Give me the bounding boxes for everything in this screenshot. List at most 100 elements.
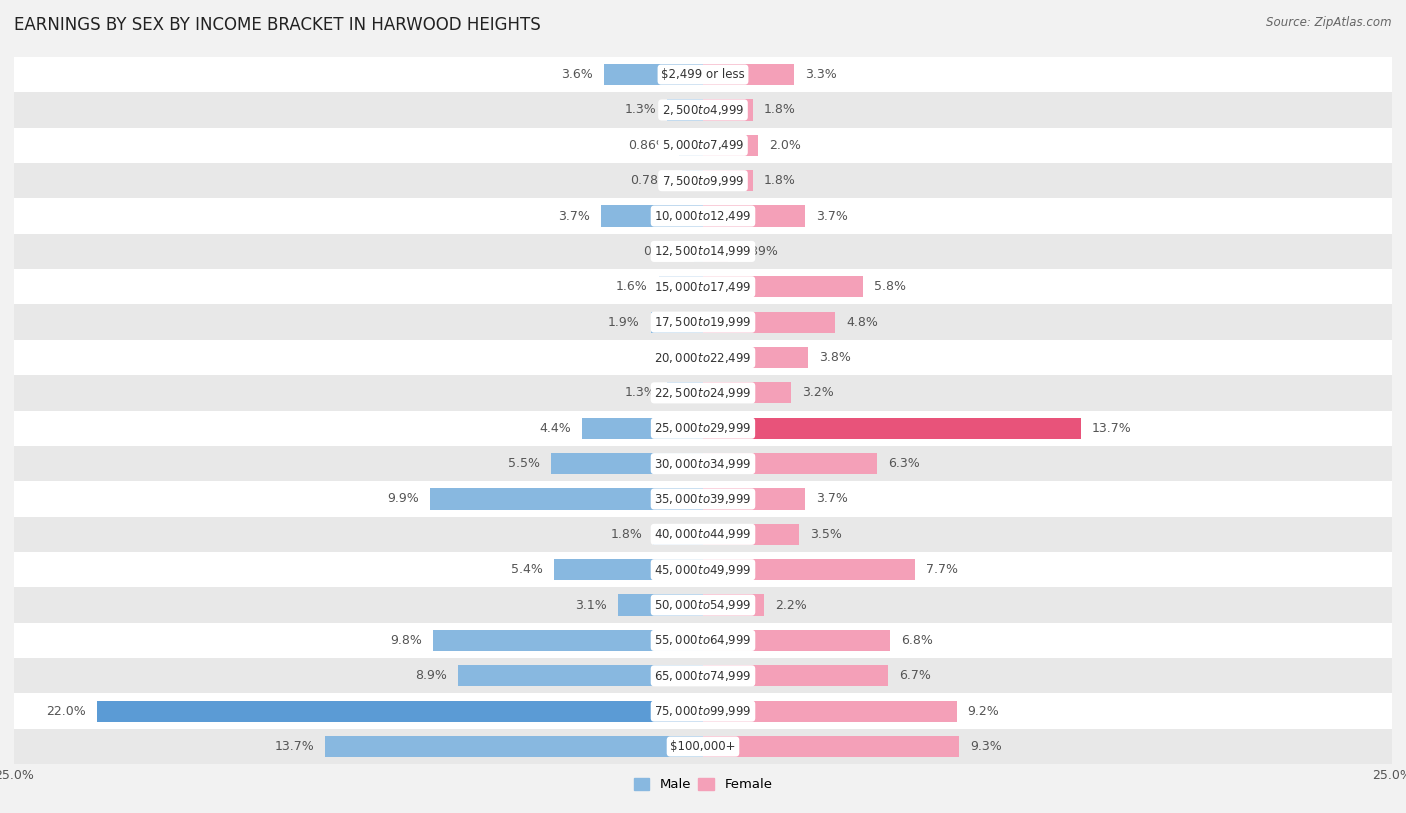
Text: 9.8%: 9.8% (389, 634, 422, 647)
Bar (14, 163, 1392, 198)
Bar (679, 135, 703, 156)
Text: 3.2%: 3.2% (803, 386, 834, 399)
Bar (617, 594, 703, 615)
Text: 1.8%: 1.8% (610, 528, 643, 541)
Bar (551, 453, 703, 474)
Text: $55,000 to $64,999: $55,000 to $64,999 (654, 633, 752, 647)
Text: 3.8%: 3.8% (818, 351, 851, 364)
Bar (14, 198, 1392, 234)
Text: $20,000 to $22,499: $20,000 to $22,499 (654, 350, 752, 364)
Text: 1.3%: 1.3% (624, 103, 657, 116)
Text: 0.89%: 0.89% (738, 245, 779, 258)
Text: $17,500 to $19,999: $17,500 to $19,999 (654, 315, 752, 329)
Text: 1.8%: 1.8% (763, 174, 796, 187)
Text: $7,500 to $9,999: $7,500 to $9,999 (662, 174, 744, 188)
Bar (703, 170, 752, 191)
Text: $100,000+: $100,000+ (671, 740, 735, 753)
Text: 1.3%: 1.3% (624, 386, 657, 399)
Bar (14, 481, 1392, 517)
Text: 3.7%: 3.7% (815, 210, 848, 223)
Bar (703, 630, 890, 651)
Text: $10,000 to $12,499: $10,000 to $12,499 (654, 209, 752, 223)
Bar (14, 128, 1392, 163)
Bar (703, 64, 794, 85)
Bar (668, 382, 703, 403)
Text: 3.5%: 3.5% (810, 528, 842, 541)
Text: $15,000 to $17,499: $15,000 to $17,499 (654, 280, 752, 293)
Bar (703, 135, 758, 156)
Text: 5.4%: 5.4% (512, 563, 543, 576)
Text: 0.86%: 0.86% (628, 139, 668, 152)
Bar (14, 659, 1392, 693)
Bar (703, 524, 800, 545)
Legend: Male, Female: Male, Female (628, 772, 778, 797)
Bar (14, 552, 1392, 587)
Text: EARNINGS BY SEX BY INCOME BRACKET IN HARWOOD HEIGHTS: EARNINGS BY SEX BY INCOME BRACKET IN HAR… (14, 16, 541, 34)
Text: 2.0%: 2.0% (769, 139, 801, 152)
Bar (433, 630, 703, 651)
Bar (703, 347, 807, 368)
Bar (97, 701, 703, 722)
Text: 1.9%: 1.9% (607, 315, 640, 328)
Bar (14, 376, 1392, 411)
Bar (703, 559, 915, 580)
Text: 3.3%: 3.3% (806, 68, 837, 81)
Text: 5.8%: 5.8% (875, 280, 905, 293)
Text: 4.8%: 4.8% (846, 315, 879, 328)
Text: 9.2%: 9.2% (967, 705, 1000, 718)
Bar (703, 701, 956, 722)
Bar (14, 233, 1392, 269)
Text: 3.6%: 3.6% (561, 68, 593, 81)
Bar (458, 665, 703, 686)
Text: $35,000 to $39,999: $35,000 to $39,999 (654, 492, 752, 506)
Text: $12,500 to $14,999: $12,500 to $14,999 (654, 245, 752, 259)
Bar (703, 489, 806, 510)
Text: 2.2%: 2.2% (775, 598, 807, 611)
Bar (14, 623, 1392, 659)
Text: $40,000 to $44,999: $40,000 to $44,999 (654, 528, 752, 541)
Text: $75,000 to $99,999: $75,000 to $99,999 (654, 704, 752, 718)
Text: $65,000 to $74,999: $65,000 to $74,999 (654, 669, 752, 683)
Text: $25,000 to $29,999: $25,000 to $29,999 (654, 421, 752, 435)
Text: 1.8%: 1.8% (763, 103, 796, 116)
Text: 6.7%: 6.7% (898, 669, 931, 682)
Bar (582, 418, 703, 439)
Text: 0.32%: 0.32% (644, 245, 683, 258)
Bar (703, 206, 806, 227)
Text: 8.9%: 8.9% (415, 669, 447, 682)
Bar (430, 489, 703, 510)
Text: 0.04%: 0.04% (651, 351, 690, 364)
Text: 6.8%: 6.8% (901, 634, 934, 647)
Text: $30,000 to $34,999: $30,000 to $34,999 (654, 457, 752, 471)
Bar (14, 446, 1392, 481)
Text: 4.4%: 4.4% (538, 422, 571, 435)
Bar (703, 453, 876, 474)
Bar (703, 311, 835, 333)
Text: 9.3%: 9.3% (970, 740, 1002, 753)
Bar (703, 241, 727, 262)
Bar (14, 693, 1392, 729)
Text: 1.6%: 1.6% (616, 280, 648, 293)
Bar (14, 269, 1392, 304)
Bar (703, 418, 1081, 439)
Bar (703, 99, 752, 120)
Bar (703, 665, 887, 686)
Bar (14, 304, 1392, 340)
Bar (14, 411, 1392, 446)
Text: 9.9%: 9.9% (388, 493, 419, 506)
Text: 13.7%: 13.7% (274, 740, 315, 753)
Text: $50,000 to $54,999: $50,000 to $54,999 (654, 598, 752, 612)
Bar (14, 57, 1392, 92)
Text: $2,500 to $4,999: $2,500 to $4,999 (662, 103, 744, 117)
Bar (654, 524, 703, 545)
Bar (703, 594, 763, 615)
Text: $2,499 or less: $2,499 or less (661, 68, 745, 81)
Text: 3.7%: 3.7% (815, 493, 848, 506)
Bar (14, 517, 1392, 552)
Bar (703, 276, 863, 298)
Bar (682, 170, 703, 191)
Bar (603, 64, 703, 85)
Text: 5.5%: 5.5% (509, 457, 540, 470)
Text: 0.78%: 0.78% (630, 174, 671, 187)
Bar (14, 92, 1392, 128)
